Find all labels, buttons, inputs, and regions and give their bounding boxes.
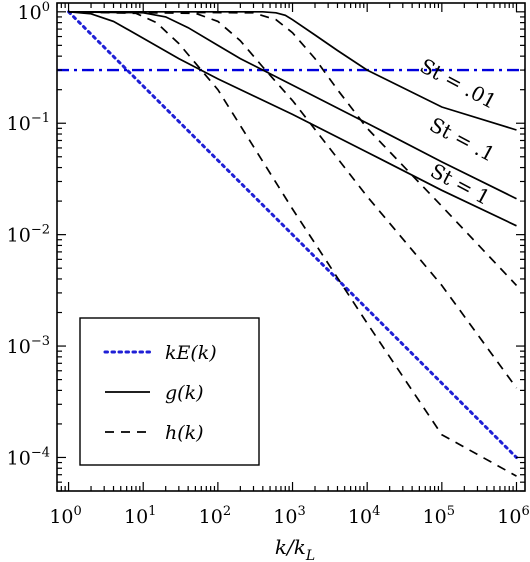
x-axis-label: k/kL xyxy=(275,535,315,562)
y-tick-base: 10 xyxy=(18,2,42,24)
y-tick-exp: −2 xyxy=(31,223,50,238)
x-tick-base: 10 xyxy=(497,506,521,528)
series-line-h-6 xyxy=(68,10,518,389)
x-tick-label-4: 104 xyxy=(348,504,380,528)
x-tick-label-1: 101 xyxy=(124,504,156,528)
x-tick-exp: 0 xyxy=(74,504,82,519)
y-tick-base: 10 xyxy=(7,225,31,247)
x-tick-label-3: 103 xyxy=(273,504,305,528)
series-line-kE-1 xyxy=(67,10,518,459)
y-tick-exp: −1 xyxy=(31,111,50,126)
y-tick-base: 10 xyxy=(7,447,31,469)
y-tick-exp: −3 xyxy=(31,334,50,349)
y-tick-label-3: 10−3 xyxy=(7,334,50,358)
annotation-st-1: St = .01 xyxy=(416,53,501,113)
legend-label-1: kE(k) xyxy=(165,342,217,364)
y-tick-label-1: 10−1 xyxy=(7,111,50,135)
x-axis-label-main: k/k xyxy=(275,535,306,559)
x-tick-base: 10 xyxy=(49,506,73,528)
series-line-h-5 xyxy=(68,10,518,286)
legend-label-3: h(k) xyxy=(165,422,204,444)
y-tick-label-2: 10−2 xyxy=(7,223,50,247)
y-tick-label-4: 10−4 xyxy=(7,445,50,469)
x-tick-exp: 5 xyxy=(447,504,455,519)
plot-frame xyxy=(56,2,526,492)
series-line-g-2 xyxy=(68,10,517,131)
y-tick-exp: −4 xyxy=(31,445,50,460)
y-tick-base: 10 xyxy=(7,113,31,135)
series-line-g-4 xyxy=(68,10,517,227)
x-tick-base: 10 xyxy=(348,506,372,528)
y-tick-base: 10 xyxy=(7,336,31,358)
series-line-h-7 xyxy=(68,10,517,477)
x-tick-label-6: 106 xyxy=(497,504,529,528)
x-tick-exp: 6 xyxy=(521,504,529,519)
x-tick-exp: 3 xyxy=(297,504,305,519)
y-tick-exp: 0 xyxy=(42,0,50,15)
x-axis-label-sub: L xyxy=(305,548,315,562)
legend-label-2: g(k) xyxy=(165,382,204,404)
series-line-g-3 xyxy=(68,10,517,200)
x-tick-base: 10 xyxy=(423,506,447,528)
x-tick-label-0: 100 xyxy=(49,504,81,528)
legend: kE(k) g(k) h(k) xyxy=(79,317,260,466)
x-tick-exp: 2 xyxy=(223,504,231,519)
x-tick-base: 10 xyxy=(124,506,148,528)
x-tick-exp: 1 xyxy=(148,504,156,519)
x-tick-base: 10 xyxy=(199,506,223,528)
x-tick-label-2: 102 xyxy=(199,504,231,528)
x-tick-label-5: 105 xyxy=(423,504,455,528)
x-tick-exp: 4 xyxy=(372,504,380,519)
y-tick-label-0: 100 xyxy=(18,0,50,24)
x-tick-base: 10 xyxy=(273,506,297,528)
